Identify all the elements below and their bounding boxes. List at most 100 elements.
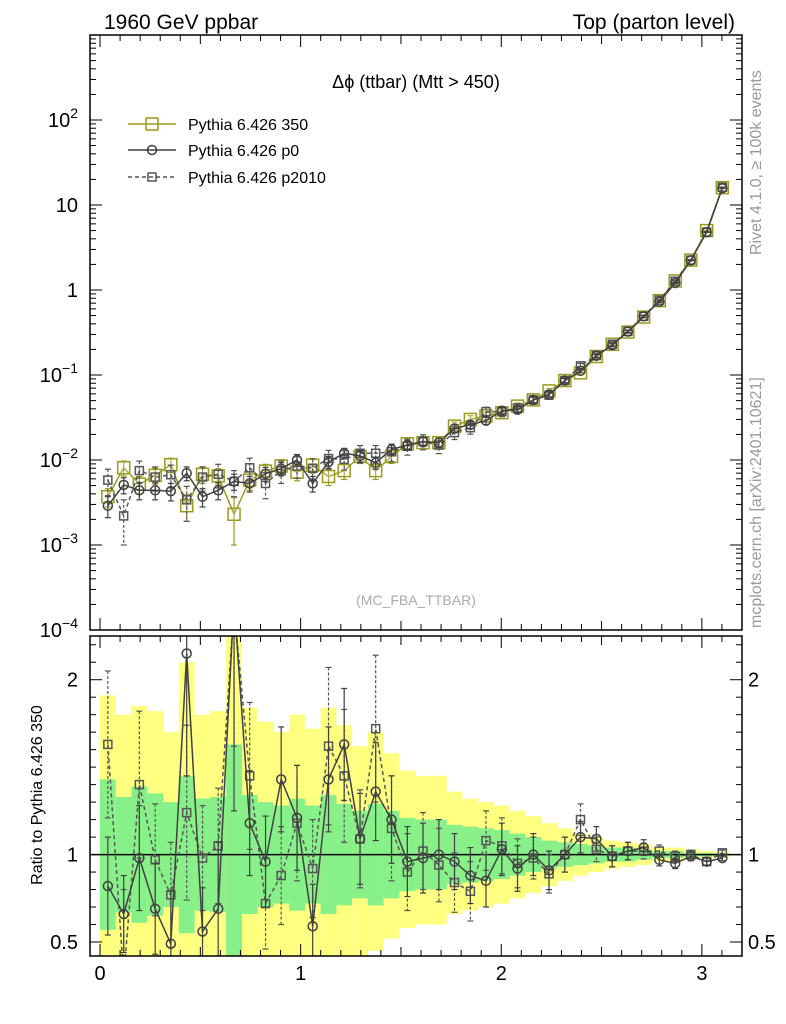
- ratio-p0-marker: [118, 908, 129, 920]
- ratio-p0-marker: [512, 863, 523, 874]
- top-p0-marker: [181, 467, 192, 479]
- ratio-p2010-marker: [230, 602, 238, 610]
- top-p0-marker: [575, 365, 586, 377]
- ratio-p0-marker: [638, 842, 649, 853]
- x-tick-label: 3: [696, 963, 707, 985]
- top-p0-marker: [717, 183, 728, 194]
- top-p0-marker: [102, 500, 114, 511]
- top-p0-marker: [606, 339, 618, 351]
- x-tick-label: 2: [496, 963, 507, 985]
- top-p0-marker: [386, 444, 397, 455]
- ratio-p0-marker: [323, 774, 334, 785]
- top-p0-marker: [622, 326, 634, 337]
- top-y-tick-label: 102: [48, 105, 78, 132]
- x-tick-label: 1: [295, 963, 306, 985]
- ratio-p0-marker: [307, 921, 318, 932]
- legend-p0-label: Pythia 6.426 p0: [188, 143, 299, 160]
- ratio-p2010-marker: [370, 723, 381, 734]
- ratio-plot-panel: Ratio to Pythia 6.426 350 0 1 2 3 0.5 0.5 1 1 2 2: [29, 602, 776, 985]
- header-right: Top (parton level): [573, 11, 735, 34]
- ratio-p0-marker: [575, 831, 586, 843]
- ratio-y-tick-label-left: 2: [67, 670, 78, 692]
- ratio-y-tick-label-right: 2: [748, 670, 759, 692]
- legend-entry-ref: Pythia 6.426 350: [128, 117, 308, 134]
- top-y-tick-label: 10: [56, 195, 78, 217]
- top-p0-marker: [354, 450, 366, 462]
- ratio-p0-marker: [275, 774, 287, 785]
- top-p0-marker: [338, 448, 350, 459]
- legend-p2010-label: Pythia 6.426 p2010: [188, 170, 326, 187]
- top-p0-marker: [654, 296, 665, 307]
- top-y-tick-label: 10−4: [40, 615, 78, 642]
- top-p2010-series: [103, 182, 728, 546]
- ratio-p0-marker: [433, 849, 445, 860]
- ratio-p2010-marker: [307, 863, 318, 874]
- legend-p2010-marker: [147, 172, 157, 182]
- top-y-tick-label: 10−1: [40, 360, 78, 387]
- top-p0-marker: [701, 226, 712, 238]
- top-p0-marker: [669, 277, 681, 289]
- top-p0-marker: [197, 491, 208, 502]
- legend-entry-p0: Pythia 6.426 p0: [128, 143, 299, 160]
- ratio-p0-marker: [480, 875, 492, 887]
- top-p0-marker: [134, 485, 145, 496]
- ratio-p0-marker: [606, 851, 618, 862]
- top-p0-series: [102, 183, 728, 519]
- ratio-p2010-marker: [134, 779, 145, 790]
- legend-entry-p2010: Pythia 6.426 p2010: [128, 170, 326, 187]
- top-p2010-marker: [181, 495, 192, 505]
- ratio-p0-marker: [386, 814, 397, 825]
- ratio-p0-marker: [622, 845, 634, 857]
- ratio-p0-marker: [291, 812, 303, 824]
- ratio-p0-marker: [402, 856, 413, 867]
- top-y-tick-label: 10−2: [40, 445, 78, 472]
- ratio-y-tick-label-left: 0.5: [50, 932, 78, 954]
- legend-p0-marker: [146, 144, 158, 156]
- ratio-p0-marker: [465, 870, 476, 881]
- top-frame: [89, 34, 743, 631]
- ratio-p0-marker: [496, 844, 508, 855]
- ratio-p0-line: [107, 636, 723, 945]
- ratio-p0-marker: [528, 849, 539, 860]
- top-y-tick-label: 1: [67, 280, 78, 302]
- top-p0-marker: [275, 463, 287, 474]
- ratio-p0-marker: [354, 833, 366, 845]
- top-p0-marker: [260, 468, 271, 479]
- ratio-p0-marker: [543, 865, 555, 876]
- main-plot-panel: Δϕ (ttbar) (Mtt > 450) (MC_FBA_TTBAR) Py…: [40, 34, 743, 642]
- top-ref-marker: [116, 461, 131, 475]
- top-p0-marker: [212, 485, 224, 496]
- ratio-p0-marker: [260, 856, 271, 867]
- top-p0-marker: [149, 485, 161, 496]
- analysis-watermark: (MC_FBA_TTBAR): [356, 592, 476, 608]
- mcplots-label: mcplots.cern.ch [arXiv:2401.10621]: [748, 377, 765, 628]
- ratio-p0-marker: [197, 926, 208, 937]
- ratio-p0-marker: [685, 851, 697, 862]
- legend-ref-marker: [145, 117, 159, 131]
- ratio-p2010-marker: [276, 870, 286, 881]
- ratio-p0-marker: [338, 739, 350, 750]
- legend-ref-label: Pythia 6.426 350: [188, 117, 308, 134]
- header-left: 1960 GeV ppbar: [104, 11, 258, 34]
- top-ref-line: [107, 187, 724, 517]
- ratio-p2010-marker: [103, 739, 113, 750]
- top-p0-marker: [528, 394, 539, 406]
- ratio-y-tick-label-right: 1: [748, 845, 759, 867]
- top-p0-marker: [543, 389, 555, 400]
- ratio-p0-marker: [559, 849, 571, 860]
- ratio-p2010-marker: [481, 835, 491, 846]
- top-p0-marker: [559, 375, 571, 386]
- ratio-p0-marker: [717, 852, 728, 864]
- ratio-p0-series: [102, 636, 728, 956]
- top-p0-marker: [685, 255, 697, 266]
- top-p0-marker: [480, 415, 492, 426]
- legend: Pythia 6.426 350 Pythia 6.426 p0 Pythia …: [128, 117, 326, 187]
- top-p2010-marker: [244, 463, 255, 473]
- top-p0-marker: [449, 423, 460, 434]
- top-p2010-marker: [150, 472, 160, 482]
- top-y-tick-label: 10−3: [40, 530, 78, 557]
- ratio-p0-marker: [165, 938, 177, 950]
- top-p0-line: [107, 188, 724, 507]
- top-p0-marker: [228, 476, 240, 487]
